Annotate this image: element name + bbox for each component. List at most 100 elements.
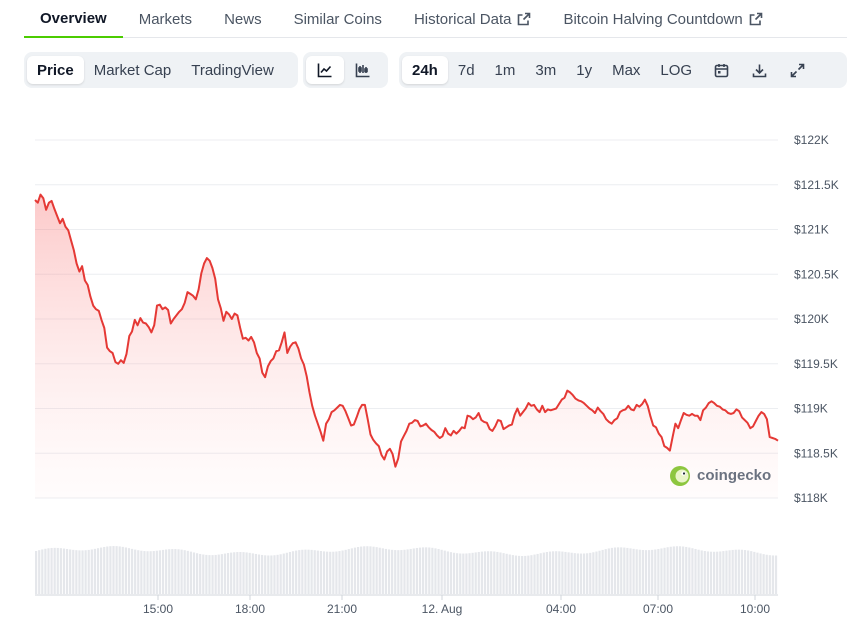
volume-bar (62, 548, 66, 594)
tab-label: News (224, 10, 262, 28)
volume-bar (527, 555, 530, 594)
price-view-button[interactable]: Price (27, 56, 84, 84)
range-1m-button[interactable]: 1m (494, 61, 516, 79)
y-tick-label: $119.5K (794, 357, 838, 371)
volume-bar (623, 547, 626, 594)
volume-bar (394, 550, 397, 594)
chart-type-selector (303, 52, 388, 88)
tab-similar-coins[interactable]: Similar Coins (278, 0, 398, 38)
volume-bar (205, 554, 208, 594)
volume-bar (285, 552, 288, 594)
volume-bar (140, 550, 143, 594)
volume-bar (641, 550, 644, 594)
tab-bitcoin-halving-countdown[interactable]: Bitcoin Halving Countdown (547, 0, 778, 38)
fullscreen-icon[interactable] (778, 56, 816, 84)
range-selector: 24h 7d 1m 3m 1y Max LOG (399, 52, 847, 88)
volume-bar (610, 547, 614, 594)
market-cap-view-button[interactable]: Market Cap (93, 61, 172, 79)
volume-bar (329, 551, 332, 594)
volume-bar (161, 549, 165, 594)
volume-bar (35, 551, 38, 594)
volume-bar (542, 552, 545, 594)
line-chart-icon[interactable] (306, 56, 344, 84)
range-max-button[interactable]: Max (612, 61, 641, 79)
volume-bar (465, 553, 468, 594)
volume-bar (375, 547, 378, 594)
volume-bar (734, 549, 737, 594)
volume-bar (115, 546, 118, 594)
tab-overview[interactable]: Overview (24, 0, 123, 38)
volume-bar (595, 551, 598, 594)
external-link-icon (517, 12, 531, 26)
volume-bar (372, 546, 375, 594)
volume-bar (214, 554, 217, 594)
volume-bar (242, 552, 245, 594)
volume-bar (521, 556, 524, 594)
volume-bar (712, 551, 716, 594)
volume-bar (644, 550, 648, 594)
volume-bar (183, 550, 186, 594)
range-3m-button[interactable]: 3m (535, 61, 557, 79)
volume-bar (233, 552, 236, 594)
volume-bar (208, 555, 211, 594)
volume-bar (118, 546, 121, 594)
volume-bar (576, 553, 579, 594)
volume-bar (496, 551, 499, 594)
volume-bar (96, 548, 100, 594)
download-icon[interactable] (740, 56, 778, 84)
volume-bar (428, 547, 431, 594)
volume-bar (316, 550, 319, 594)
volume-bar (38, 550, 41, 594)
volume-bar (545, 552, 549, 594)
volume-bar (356, 547, 360, 594)
volume-bar (651, 549, 654, 594)
range-1y-button[interactable]: 1y (576, 61, 593, 79)
volume-bar (446, 551, 449, 594)
volume-bar (719, 551, 722, 594)
volume-bar (552, 551, 555, 594)
volume-bar (514, 555, 518, 594)
volume-bar (456, 553, 459, 594)
volume-bar (341, 550, 344, 594)
volume-bar (124, 547, 127, 594)
range-24h-button[interactable]: 24h (402, 56, 448, 84)
volume-bar (360, 546, 363, 594)
calendar-icon[interactable] (702, 56, 740, 84)
volume-bar (536, 553, 539, 594)
x-tick-label: 07:00 (643, 602, 673, 616)
volume-bar (638, 549, 641, 594)
volume-bar (731, 549, 734, 594)
y-axis: $122K $121.5K $121K $120.5K $120K $119.5K $119… (794, 133, 839, 505)
tab-markets[interactable]: Markets (123, 0, 208, 38)
tab-label: Bitcoin Halving Countdown (563, 10, 743, 28)
volume-bar (678, 546, 682, 594)
volume-bar (109, 546, 112, 594)
volume-bar (449, 552, 453, 594)
volume-bar (291, 551, 295, 594)
volume-bar (273, 555, 276, 594)
log-scale-button[interactable]: LOG (660, 61, 693, 79)
volume-bars (35, 546, 778, 594)
tab-historical-data[interactable]: Historical Data (398, 0, 548, 38)
price-chart[interactable]: $122K $121.5K $121K $120.5K $120K $119.5K $119… (0, 96, 847, 621)
volume-bar (202, 554, 205, 594)
tab-label: Similar Coins (293, 10, 382, 28)
volume-bar (257, 554, 261, 594)
volume-bar (387, 549, 391, 594)
volume-bar (186, 550, 189, 594)
candlestick-icon[interactable] (344, 56, 382, 84)
volume-bar (199, 553, 202, 594)
volume-bar (220, 554, 223, 594)
volume-bar (301, 549, 304, 594)
tab-news[interactable]: News (208, 0, 278, 38)
range-7d-button[interactable]: 7d (457, 61, 475, 79)
volume-bar (657, 549, 660, 594)
volume-bar (369, 546, 372, 594)
volume-bar (50, 547, 53, 594)
volume-bar (93, 548, 97, 594)
tradingview-button[interactable]: TradingView (191, 61, 274, 79)
watermark-text: coingecko (697, 467, 771, 484)
volume-bar (660, 548, 663, 594)
volume-bar (635, 549, 638, 594)
volume-bar (728, 550, 731, 594)
